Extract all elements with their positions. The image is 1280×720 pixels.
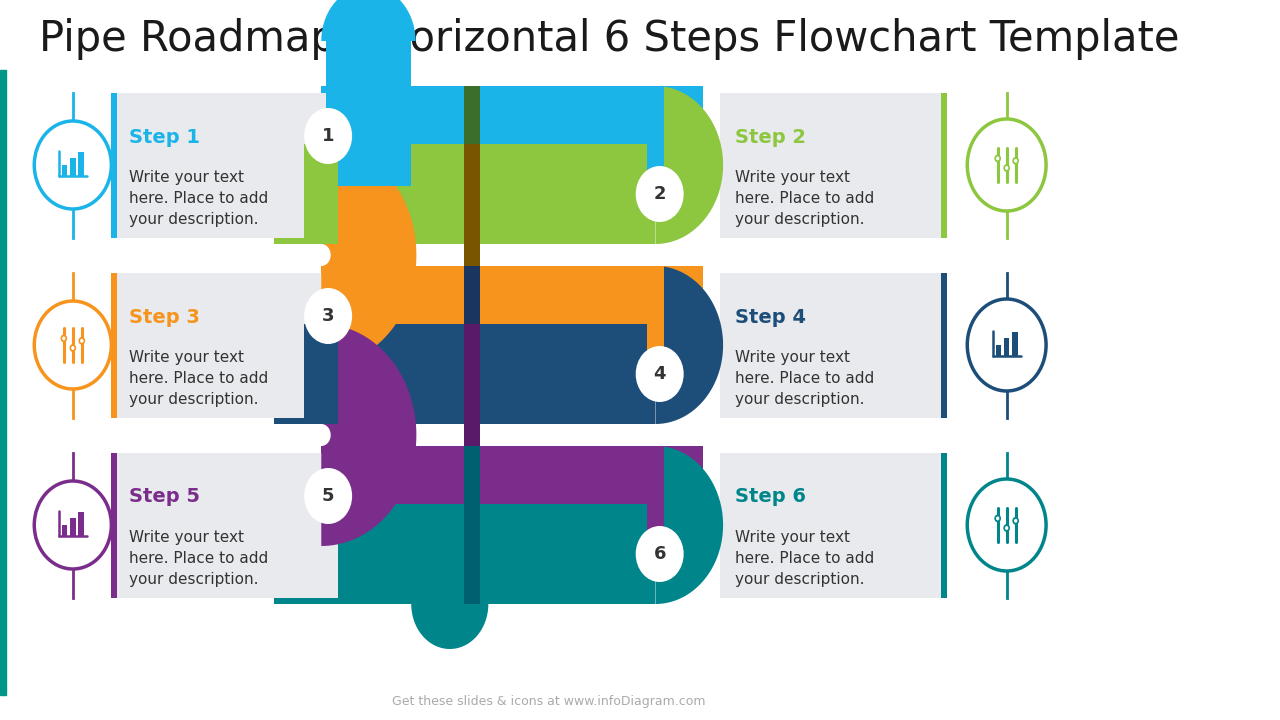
Polygon shape — [637, 446, 723, 604]
Bar — [646, 446, 664, 546]
Text: Step 2: Step 2 — [735, 127, 806, 146]
Circle shape — [60, 335, 67, 342]
Text: 6: 6 — [653, 545, 666, 563]
Circle shape — [995, 155, 1001, 162]
Text: 1: 1 — [321, 127, 334, 145]
Bar — [719, 272, 947, 418]
Bar — [61, 525, 68, 536]
Circle shape — [81, 339, 83, 343]
Bar — [719, 452, 947, 598]
Polygon shape — [321, 0, 416, 86]
Circle shape — [1012, 517, 1019, 525]
Bar — [111, 452, 118, 598]
Circle shape — [1014, 159, 1018, 163]
Text: Pipe Roadmap - Horizontal 6 Steps Flowchart Template: Pipe Roadmap - Horizontal 6 Steps Flowch… — [38, 18, 1179, 60]
Circle shape — [968, 299, 1046, 391]
Bar — [996, 345, 1001, 356]
Ellipse shape — [35, 481, 111, 569]
Bar — [646, 266, 664, 366]
Circle shape — [1004, 164, 1010, 172]
Bar — [111, 92, 118, 238]
Circle shape — [69, 344, 77, 352]
Text: 3: 3 — [321, 307, 334, 325]
Bar — [111, 452, 338, 598]
Polygon shape — [403, 549, 497, 649]
Bar — [111, 272, 118, 418]
Bar — [61, 165, 68, 176]
Text: Step 1: Step 1 — [128, 127, 200, 146]
Bar — [78, 512, 84, 536]
Bar — [941, 452, 947, 598]
Bar — [646, 86, 664, 186]
Circle shape — [305, 108, 352, 164]
Bar — [274, 504, 655, 604]
Text: Write your text
here. Place to add
your description.: Write your text here. Place to add your … — [735, 170, 874, 227]
Circle shape — [996, 516, 1000, 521]
Text: 4: 4 — [653, 365, 666, 383]
Text: Get these slides & icons at www.infoDiagram.com: Get these slides & icons at www.infoDiag… — [392, 695, 705, 708]
Ellipse shape — [35, 121, 111, 209]
Text: Write your text
here. Place to add
your description.: Write your text here. Place to add your … — [128, 350, 268, 407]
Bar — [325, 41, 411, 186]
Bar — [321, 86, 703, 186]
Circle shape — [1014, 519, 1018, 523]
Bar — [941, 92, 947, 238]
Bar — [305, 144, 338, 244]
Text: Step 3: Step 3 — [128, 307, 200, 326]
Polygon shape — [321, 324, 416, 546]
Circle shape — [1004, 524, 1010, 532]
Bar — [274, 324, 655, 424]
Text: Write your text
here. Place to add
your description.: Write your text here. Place to add your … — [128, 170, 268, 227]
Bar — [70, 158, 76, 176]
Circle shape — [636, 166, 684, 222]
Circle shape — [72, 346, 74, 350]
Bar — [465, 86, 480, 244]
Bar — [941, 272, 947, 418]
Bar — [70, 518, 76, 536]
Text: Write your text
here. Place to add
your description.: Write your text here. Place to add your … — [735, 350, 874, 407]
Text: 2: 2 — [653, 185, 666, 203]
Circle shape — [1012, 157, 1019, 165]
Bar — [111, 272, 338, 418]
Circle shape — [63, 336, 65, 341]
Text: Step 5: Step 5 — [128, 487, 200, 506]
Circle shape — [995, 515, 1001, 522]
Text: Write your text
here. Place to add
your description.: Write your text here. Place to add your … — [735, 530, 874, 587]
Bar — [465, 144, 480, 366]
Bar — [465, 446, 480, 604]
Bar — [465, 266, 480, 424]
Bar — [321, 446, 703, 546]
Circle shape — [636, 526, 684, 582]
Circle shape — [78, 337, 86, 345]
Circle shape — [1005, 526, 1009, 530]
Circle shape — [636, 346, 684, 402]
Bar — [1012, 332, 1018, 356]
Polygon shape — [321, 144, 416, 366]
Text: Step 6: Step 6 — [735, 487, 806, 506]
Bar — [274, 144, 655, 244]
Bar — [111, 92, 338, 238]
Bar — [719, 92, 947, 238]
Circle shape — [968, 479, 1046, 571]
Polygon shape — [637, 266, 723, 424]
Text: 5: 5 — [321, 487, 334, 505]
Text: Write your text
here. Place to add
your description.: Write your text here. Place to add your … — [128, 530, 268, 587]
Circle shape — [996, 156, 1000, 161]
Circle shape — [968, 119, 1046, 211]
Bar — [465, 324, 480, 546]
Bar — [78, 152, 84, 176]
Circle shape — [1005, 166, 1009, 170]
Circle shape — [305, 288, 352, 344]
Bar — [0, 70, 6, 695]
Ellipse shape — [35, 301, 111, 389]
Polygon shape — [637, 86, 723, 244]
Text: Step 4: Step 4 — [735, 307, 806, 326]
Bar — [1004, 338, 1010, 356]
Bar — [321, 266, 703, 366]
Bar — [305, 324, 338, 424]
Circle shape — [305, 468, 352, 524]
